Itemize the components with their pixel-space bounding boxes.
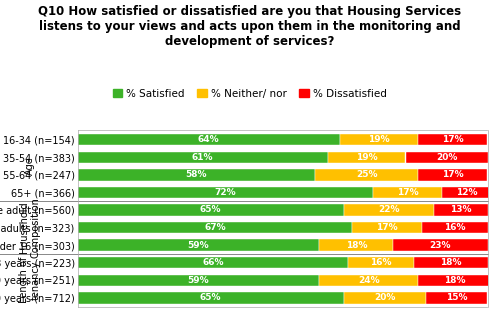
Bar	[78, 134, 340, 146]
Text: 16%: 16%	[444, 223, 466, 232]
Bar	[414, 257, 488, 268]
Text: 18%: 18%	[440, 258, 462, 267]
Text: 25%: 25%	[356, 170, 378, 179]
Text: 18%: 18%	[444, 276, 466, 285]
Text: Household
Composition: Household Composition	[19, 197, 41, 258]
Bar	[393, 239, 488, 251]
Text: 20%: 20%	[436, 153, 457, 162]
Bar	[406, 152, 487, 163]
Bar	[418, 169, 488, 180]
Text: 22%: 22%	[378, 205, 400, 214]
Text: 66%: 66%	[202, 258, 224, 267]
Bar	[78, 169, 316, 180]
Text: 64%: 64%	[198, 135, 220, 144]
Text: 20%: 20%	[374, 293, 396, 302]
Text: Length of
tenancy: Length of tenancy	[19, 257, 41, 303]
Bar	[78, 257, 348, 268]
Bar	[434, 204, 488, 216]
Text: 17%: 17%	[396, 188, 418, 197]
Text: 59%: 59%	[188, 276, 210, 285]
Legend: % Satisfied, % Neither/ nor, % Dissatisfied: % Satisfied, % Neither/ nor, % Dissatisf…	[108, 85, 391, 103]
Bar	[372, 187, 442, 198]
Text: 61%: 61%	[192, 153, 214, 162]
Text: 72%: 72%	[214, 188, 236, 197]
Bar	[78, 152, 328, 163]
Text: 18%: 18%	[346, 241, 367, 249]
Bar	[78, 275, 320, 286]
Bar	[78, 239, 320, 251]
Bar	[422, 222, 488, 233]
Bar	[78, 204, 344, 216]
Bar	[78, 187, 372, 198]
Bar	[320, 275, 418, 286]
Text: Age: Age	[25, 157, 35, 175]
Text: 65%: 65%	[200, 293, 222, 302]
Text: 15%: 15%	[446, 293, 468, 302]
Bar	[344, 292, 426, 304]
Bar	[78, 292, 344, 304]
Bar	[316, 169, 418, 180]
Bar	[418, 275, 492, 286]
Text: 17%: 17%	[442, 170, 464, 179]
Bar	[348, 257, 414, 268]
Text: 19%: 19%	[356, 153, 378, 162]
Bar	[442, 187, 492, 198]
Text: 12%: 12%	[456, 188, 477, 197]
Text: 17%: 17%	[442, 135, 464, 144]
Text: 59%: 59%	[188, 241, 210, 249]
Text: Q10 How satisfied or dissatisfied are you that Housing Services
listens to your : Q10 How satisfied or dissatisfied are yo…	[38, 5, 462, 48]
Bar	[340, 134, 418, 146]
Text: 24%: 24%	[358, 276, 380, 285]
Bar	[352, 222, 422, 233]
Bar	[320, 239, 393, 251]
Text: 23%: 23%	[430, 241, 451, 249]
Bar	[344, 204, 434, 216]
Bar	[78, 222, 352, 233]
Text: 16%: 16%	[370, 258, 392, 267]
Text: 17%: 17%	[376, 223, 398, 232]
Bar	[328, 152, 406, 163]
Text: 58%: 58%	[186, 170, 207, 179]
Bar	[426, 292, 488, 304]
Text: 19%: 19%	[368, 135, 390, 144]
Text: 65%: 65%	[200, 205, 222, 214]
Bar	[418, 134, 488, 146]
Text: 13%: 13%	[450, 205, 471, 214]
Text: 67%: 67%	[204, 223, 226, 232]
